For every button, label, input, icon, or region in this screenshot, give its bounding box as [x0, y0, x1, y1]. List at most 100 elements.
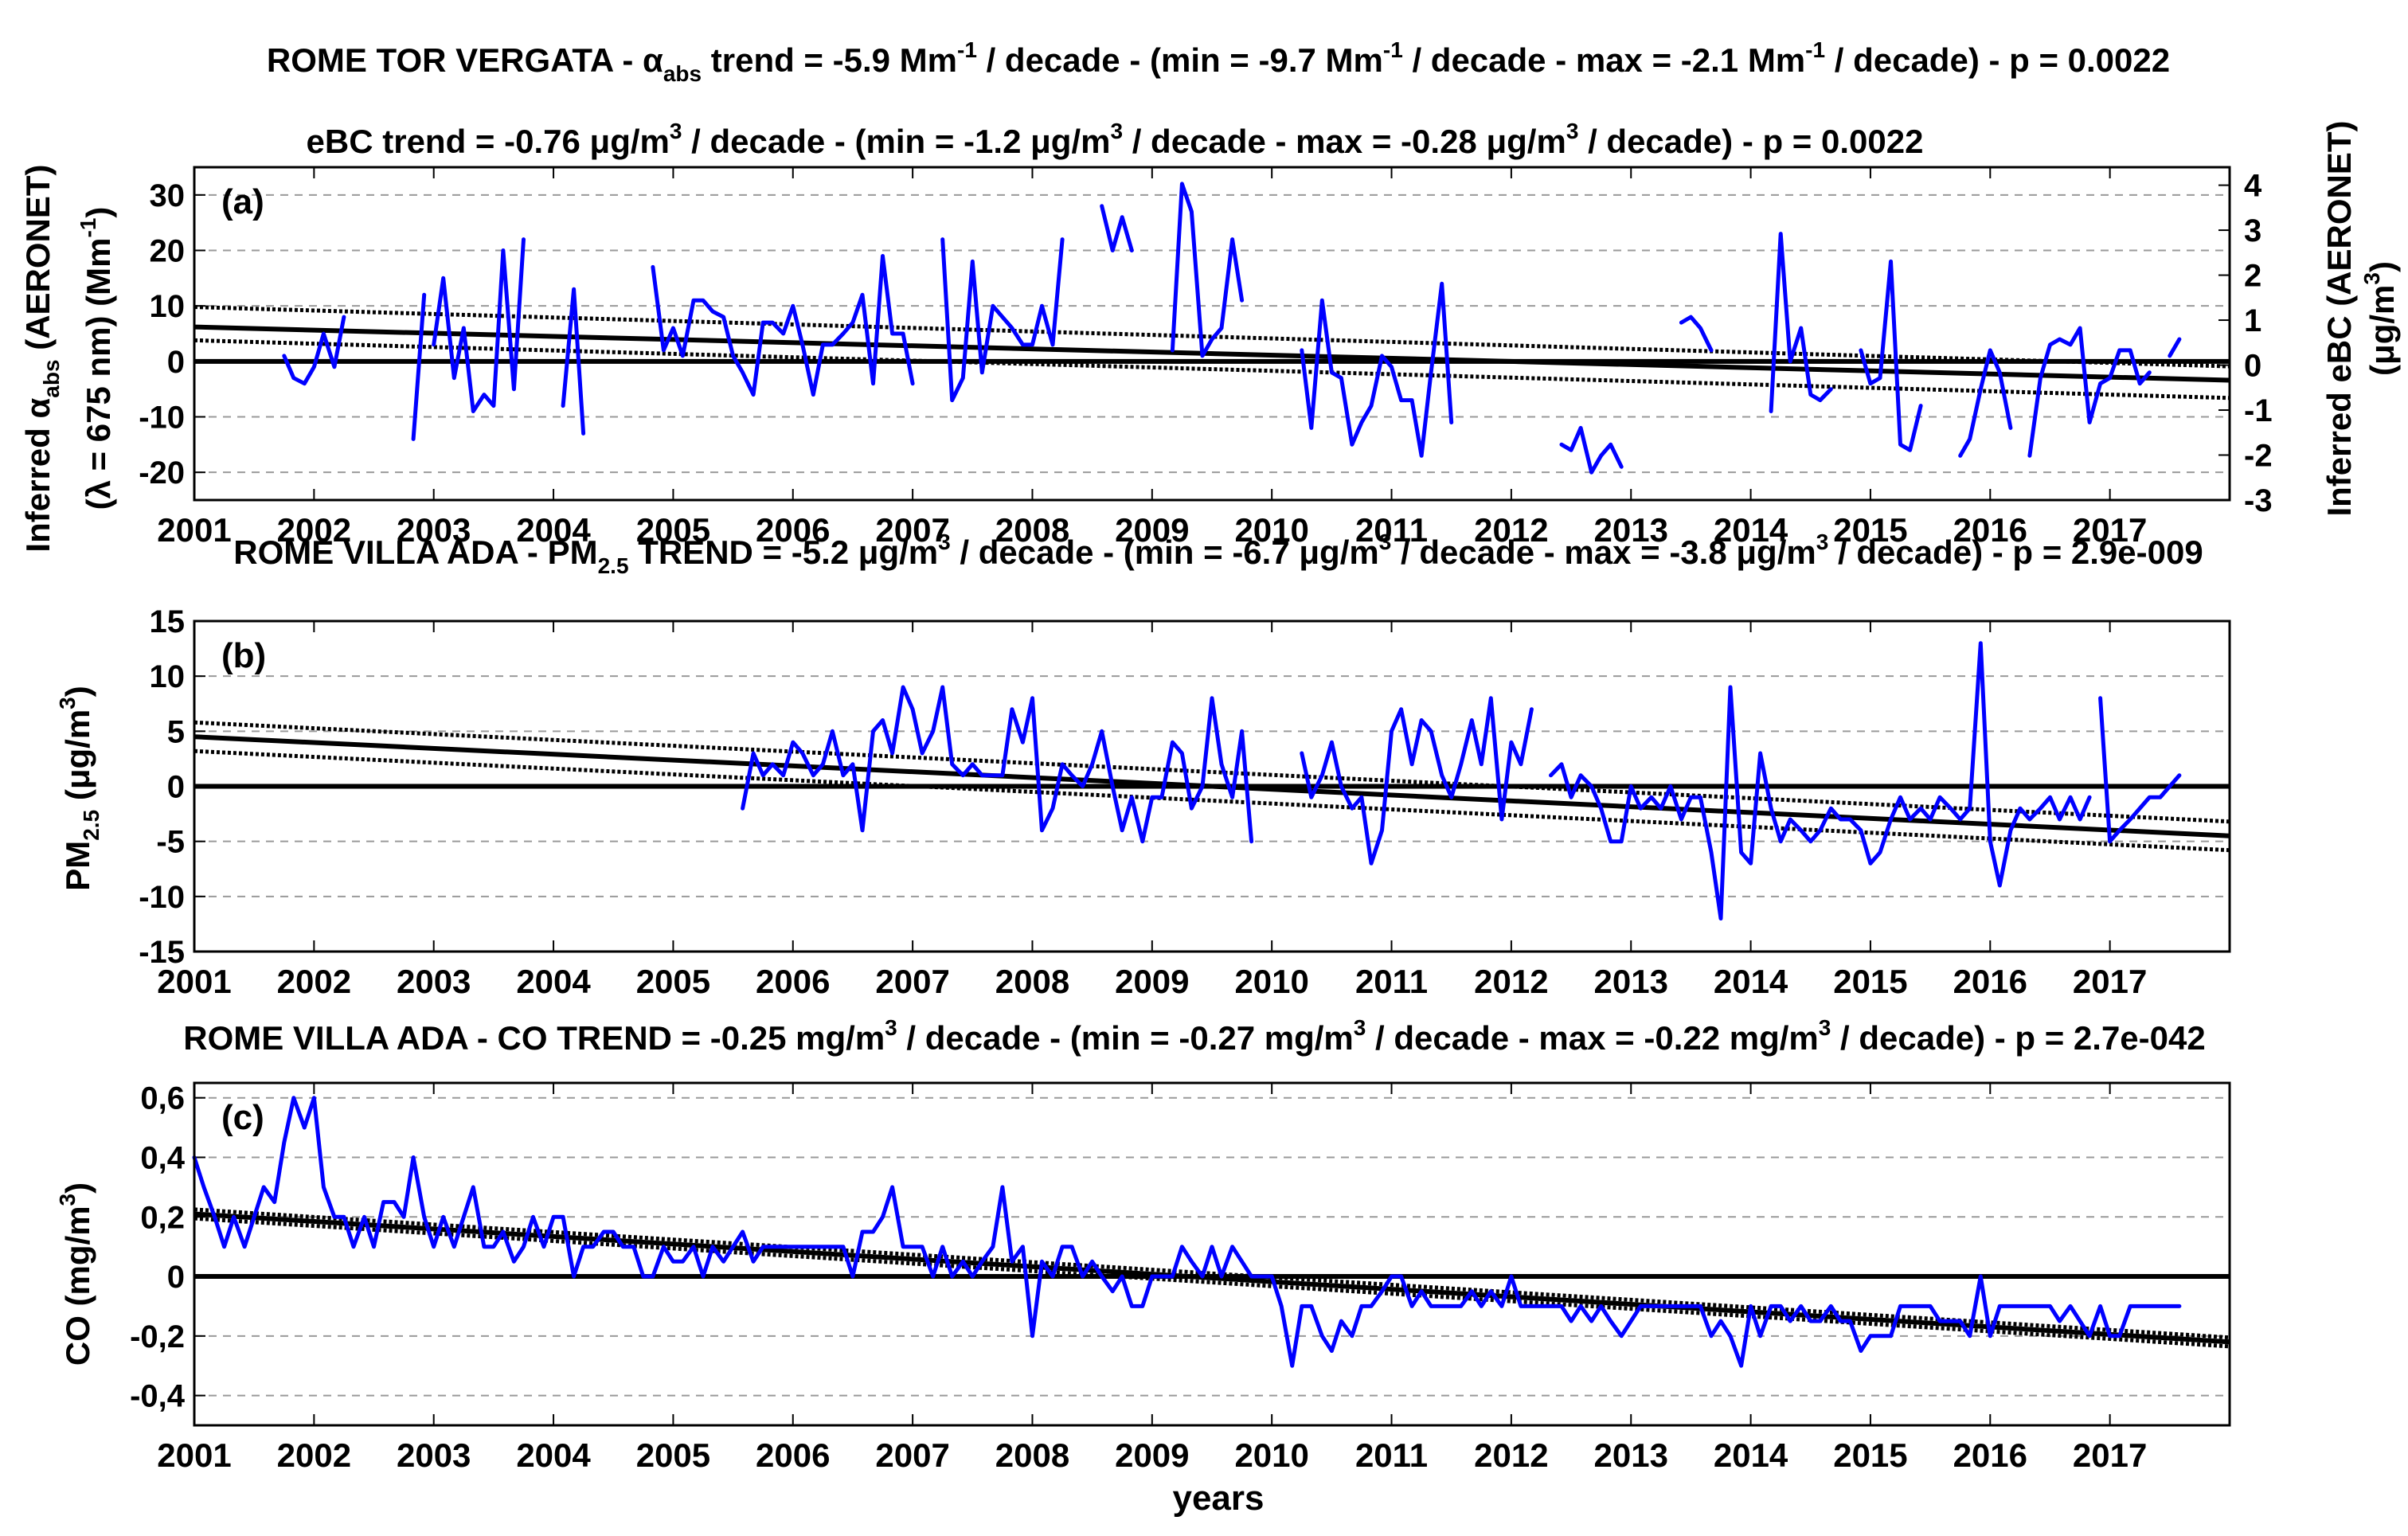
- x-tick-label: 2012: [1474, 963, 1548, 1000]
- y-tick-label: 15: [150, 604, 186, 639]
- y-right-tick-label: -3: [2244, 483, 2273, 518]
- series-line-alpha_abs: [1769, 232, 1833, 413]
- y-tick-label: 0,2: [140, 1200, 185, 1235]
- series-line-pm25: [2098, 696, 2182, 844]
- x-tick-label: 2016: [1953, 1436, 2027, 1474]
- series-line-alpha_abs: [1679, 315, 1714, 353]
- panel-a-title-line1: ROME TOR VERGATA - αabs trend = -5.9 Mm-…: [267, 37, 2170, 86]
- x-tick-label: 2017: [2073, 963, 2147, 1000]
- panel-a-ylabel-line1: Inferred αabs (AERONET): [19, 164, 64, 552]
- y-right-tick-label: 3: [2244, 213, 2261, 248]
- y-tick-label: 0: [167, 770, 185, 805]
- panel-frame: [193, 619, 2231, 953]
- series-line-alpha_abs: [1300, 281, 1454, 458]
- x-tick-label: 2007: [875, 511, 949, 549]
- y-tick-label: 10: [150, 659, 186, 694]
- y-right-tick-label: 4: [2244, 169, 2262, 204]
- x-tick-label: 2008: [995, 1436, 1069, 1474]
- x-tick-label: 2017: [2073, 1436, 2147, 1474]
- x-tick-label: 2003: [397, 1436, 471, 1474]
- x-tick-label: 2011: [1355, 1436, 1428, 1474]
- series-line-alpha_abs: [1559, 425, 1624, 475]
- y-tick-label: 30: [150, 178, 186, 213]
- x-tick-label: 2004: [516, 1436, 591, 1474]
- trend-line: [194, 1211, 2230, 1345]
- x-tick-label: 2002: [277, 963, 351, 1000]
- x-tick-label: 2015: [1833, 963, 1907, 1000]
- series-line-alpha_abs: [282, 315, 346, 386]
- x-tick-label: 2001: [157, 1436, 231, 1474]
- y-tick-label: -20: [139, 455, 185, 491]
- x-tick-label: 2012: [1474, 511, 1548, 549]
- series-line-alpha_abs: [561, 287, 586, 436]
- y-tick-label: 10: [150, 289, 186, 324]
- x-tick-label: 2007: [875, 1436, 949, 1474]
- x-tick-label: 2013: [1594, 511, 1668, 549]
- x-tick-label: 2005: [636, 1436, 710, 1474]
- x-tick-label: 2010: [1234, 963, 1308, 1000]
- trend-band-line: [194, 748, 2230, 853]
- x-tick-label: 2010: [1234, 511, 1308, 549]
- y-tick-label: 5: [167, 714, 185, 749]
- panel-a-title-line2: eBC trend = -0.76 μg/m3 / decade - (min …: [307, 119, 1924, 160]
- x-tick-label: 2003: [397, 963, 471, 1000]
- trend-band-line: [194, 1207, 2230, 1340]
- series-line-alpha_abs: [1100, 204, 1134, 252]
- x-tick-label: 2011: [1355, 511, 1428, 549]
- x-tick-label: 2016: [1953, 511, 2027, 549]
- x-tick-label: 2008: [995, 511, 1069, 549]
- panel-c: -0,4 -0,2 0 0,2 0,4 0,6 2001 2002 2003 2004 2005 20…: [130, 1081, 2231, 1474]
- series-line-alpha_abs: [1958, 348, 2013, 458]
- panel-frame: [193, 166, 2231, 502]
- x-tick-label: 2008: [995, 963, 1069, 1000]
- y-right-tick-label: 1: [2244, 303, 2261, 338]
- y-tick-label: -0,2: [130, 1319, 185, 1354]
- x-tick-label: 2007: [875, 963, 949, 1000]
- panel-label: (b): [221, 636, 266, 675]
- x-tick-label: 2002: [277, 511, 351, 549]
- x-tick-label: 2016: [1953, 963, 2027, 1000]
- y-tick-label: -10: [139, 401, 185, 436]
- series-line-alpha_abs: [411, 292, 427, 441]
- x-tick-label: 2015: [1833, 511, 1907, 549]
- panel-a-ylabel-right-line2: (μg/m3): [2359, 261, 2401, 376]
- x-tick-label: 2014: [1714, 511, 1788, 549]
- series-line-pm25: [1549, 641, 2092, 920]
- y-right-tick-label: 0: [2244, 349, 2261, 384]
- x-tick-label: 2009: [1115, 963, 1189, 1000]
- x-tick-label: 2014: [1714, 1436, 1788, 1474]
- y-tick-label: 0,4: [140, 1140, 185, 1175]
- x-tick-label: 2017: [2073, 511, 2147, 549]
- panel-b-title: ROME VILLA ADA - PM2.5 TREND = -5.2 μg/m…: [233, 530, 2203, 578]
- panel-label: (c): [221, 1098, 264, 1137]
- panel-b-ylabel: PM2.5 (μg/m3): [55, 686, 104, 891]
- y-tick-label: -10: [139, 880, 185, 915]
- x-tick-label: 2009: [1115, 1436, 1189, 1474]
- series-line-alpha_abs: [432, 237, 526, 413]
- y-tick-label: 0: [167, 345, 185, 380]
- x-tick-label: 2012: [1474, 1436, 1548, 1474]
- series-line-pm25: [741, 685, 1254, 844]
- y-tick-label: 0,6: [140, 1081, 185, 1116]
- y-tick-label: -15: [139, 935, 185, 970]
- series-line-pm25: [1300, 696, 1534, 866]
- series-line-alpha_abs: [2168, 337, 2182, 358]
- x-tick-label: 2001: [157, 511, 231, 549]
- x-axis-label: years: [1172, 1479, 1264, 1518]
- y-tick-label: -5: [156, 825, 185, 860]
- x-tick-label: 2006: [756, 963, 830, 1000]
- series-line-alpha_abs: [1859, 259, 1923, 452]
- x-tick-label: 2006: [756, 511, 830, 549]
- panel-label: (a): [221, 182, 264, 221]
- series-line-alpha_abs: [1170, 182, 1245, 358]
- x-tick-label: 2011: [1355, 963, 1428, 1000]
- series-line-alpha_abs: [940, 237, 1065, 403]
- trend-band-line: [194, 720, 2230, 824]
- x-tick-label: 2004: [516, 963, 591, 1000]
- series-line-alpha_abs: [2027, 326, 2152, 458]
- panel-c-ylabel: CO (mg/m3): [55, 1182, 96, 1366]
- panel-frame: [193, 1081, 2231, 1427]
